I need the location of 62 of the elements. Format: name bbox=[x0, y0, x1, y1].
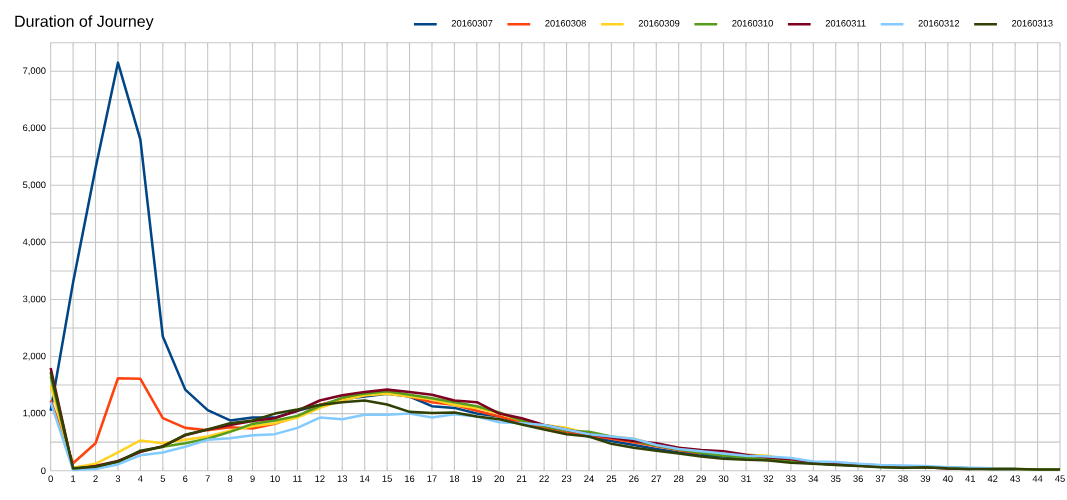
x-tick-label: 36 bbox=[853, 475, 863, 482]
y-tick-label: 1,000 bbox=[23, 409, 46, 418]
x-tick-label: 0 bbox=[48, 475, 53, 482]
x-tick-label: 27 bbox=[651, 475, 661, 482]
x-tick-label: 42 bbox=[987, 475, 998, 482]
x-tick-label: 30 bbox=[718, 475, 729, 482]
x-tick-label: 28 bbox=[673, 475, 684, 482]
y-tick-label: 4,000 bbox=[22, 238, 46, 247]
y-tick-label: 0 bbox=[41, 467, 46, 474]
x-tick-label: 19 bbox=[472, 475, 482, 482]
x-tick-label: 43 bbox=[1010, 475, 1020, 482]
x-tick-label: 21 bbox=[516, 475, 527, 482]
x-tick-label: 35 bbox=[830, 475, 841, 482]
x-tick-label: 33 bbox=[786, 475, 796, 482]
x-tick-label: 23 bbox=[561, 475, 572, 482]
x-tick-label: 20 bbox=[494, 475, 505, 482]
y-tick-label: 3,000 bbox=[22, 295, 46, 304]
x-tick-label: 9 bbox=[250, 475, 255, 482]
x-tick-label: 3 bbox=[115, 475, 121, 482]
legend-label: 20160308 bbox=[545, 20, 586, 27]
x-tick-label: 34 bbox=[808, 475, 819, 482]
x-tick-label: 1 bbox=[71, 475, 76, 482]
y-tick-label: 6,000 bbox=[23, 124, 46, 133]
chart-title: Duration of Journey bbox=[15, 15, 154, 31]
x-tick-label: 12 bbox=[315, 475, 325, 482]
x-tick-label: 14 bbox=[360, 475, 370, 482]
x-tick-label: 29 bbox=[696, 475, 706, 482]
legend-label: 20160307 bbox=[451, 20, 493, 27]
legend-label: 20160309 bbox=[638, 20, 680, 27]
x-tick-label: 8 bbox=[227, 475, 233, 482]
legend-label: 20160310 bbox=[732, 20, 773, 27]
x-tick-label: 15 bbox=[382, 475, 392, 482]
x-tick-label: 17 bbox=[427, 475, 437, 482]
x-tick-label: 32 bbox=[763, 475, 774, 482]
x-tick-label: 45 bbox=[1055, 475, 1065, 482]
x-tick-label: 6 bbox=[183, 475, 188, 482]
x-tick-label: 22 bbox=[539, 475, 549, 482]
x-tick-label: 25 bbox=[606, 475, 617, 482]
legend-label: 20160311 bbox=[825, 20, 866, 27]
x-tick-label: 2 bbox=[93, 475, 98, 482]
x-tick-label: 10 bbox=[270, 475, 280, 482]
x-tick-label: 13 bbox=[337, 475, 348, 482]
x-tick-label: 16 bbox=[405, 475, 415, 482]
y-tick-label: 2,000 bbox=[23, 352, 46, 361]
legend-label: 20160312 bbox=[918, 20, 960, 27]
y-tick-label: 7,000 bbox=[23, 67, 46, 76]
x-tick-label: 41 bbox=[965, 475, 976, 482]
x-tick-label: 18 bbox=[449, 475, 460, 482]
y-tick-label: 5,000 bbox=[22, 181, 46, 190]
x-tick-label: 40 bbox=[942, 475, 953, 482]
x-tick-label: 4 bbox=[138, 475, 143, 482]
x-tick-label: 31 bbox=[741, 475, 751, 482]
x-tick-label: 39 bbox=[920, 475, 931, 482]
x-tick-label: 37 bbox=[875, 475, 886, 482]
x-tick-label: 44 bbox=[1032, 475, 1043, 482]
legend-label: 20160313 bbox=[1012, 20, 1053, 27]
x-tick-label: 38 bbox=[898, 475, 908, 482]
x-tick-label: 7 bbox=[205, 475, 210, 482]
x-tick-label: 24 bbox=[584, 475, 594, 482]
x-tick-label: 11 bbox=[293, 475, 302, 482]
x-tick-label: 26 bbox=[629, 475, 639, 482]
x-tick-label: 5 bbox=[160, 475, 166, 482]
